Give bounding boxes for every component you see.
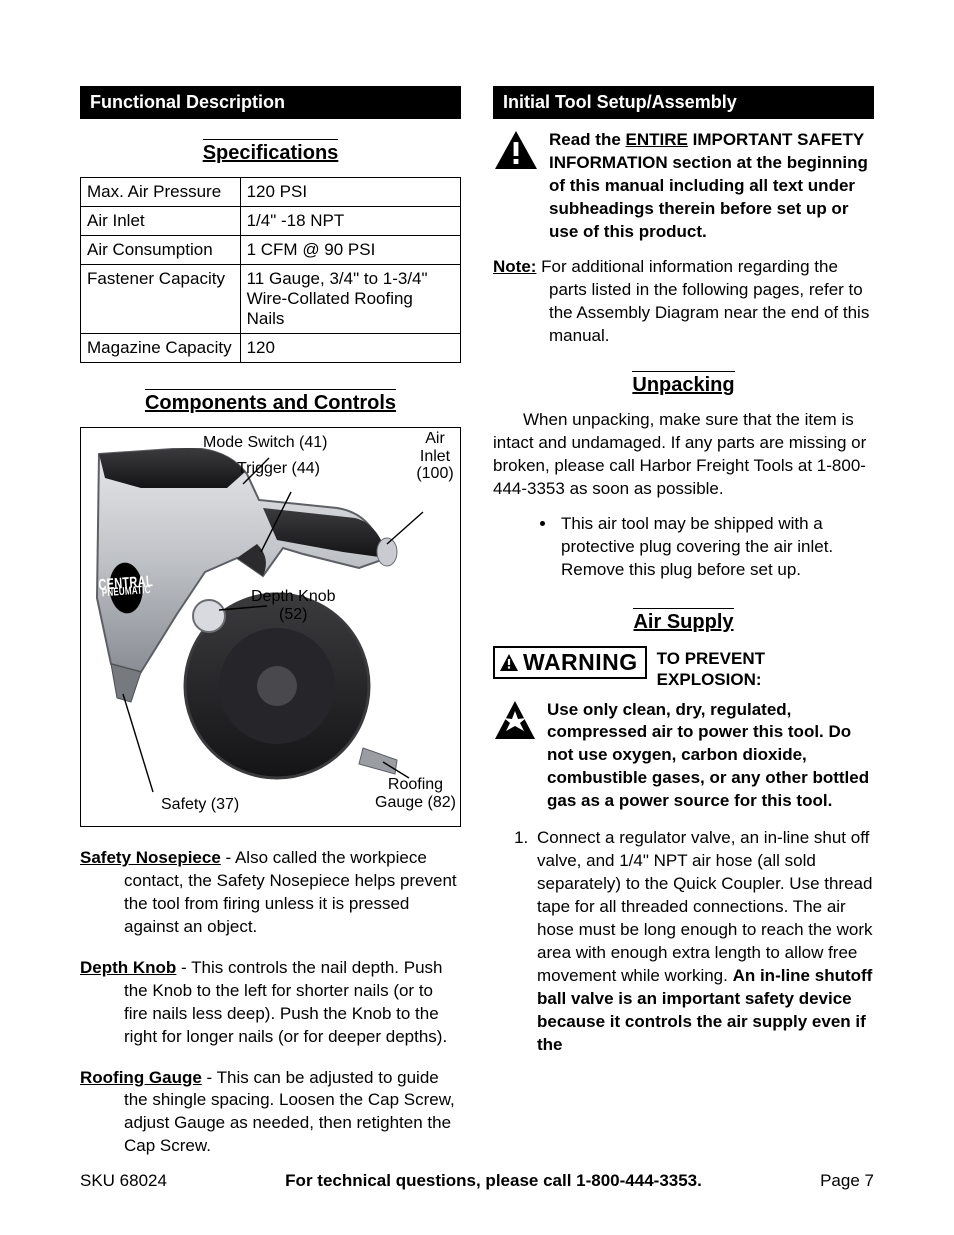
note-body: For additional information regarding the… xyxy=(536,257,869,345)
two-column-layout: Functional Description Specifications Ma… xyxy=(80,86,874,1176)
nailer-silhouette-icon xyxy=(87,448,447,808)
prevent-explosion-text: TO PREVENT EXPLOSION: xyxy=(657,646,874,691)
spec-label: Fastener Capacity xyxy=(81,265,241,334)
spec-label: Air Inlet xyxy=(81,207,241,236)
label-safety: Safety (37) xyxy=(161,796,239,814)
label-depth-knob: Depth Knob (52) xyxy=(251,588,336,623)
label-air-inlet: Air Inlet (100) xyxy=(413,430,457,483)
specifications-heading: Specifications xyxy=(203,139,339,165)
air-supply-heading: Air Supply xyxy=(633,608,733,634)
spec-label: Air Consumption xyxy=(81,236,241,265)
functional-description-bar: Functional Description xyxy=(80,86,461,119)
definition-term: Depth Knob xyxy=(80,958,176,977)
left-column: Functional Description Specifications Ma… xyxy=(80,86,461,1176)
list-item: Connect a regulator valve, an in-line sh… xyxy=(533,827,874,1056)
explosion-warning-row: Use only clean, dry, regulated, compress… xyxy=(493,699,874,814)
label-roofing-gauge: Roofing Gauge (82) xyxy=(375,776,456,811)
footer-page: Page 7 xyxy=(820,1171,874,1191)
table-row: Max. Air Pressure 120 PSI xyxy=(81,178,461,207)
unpacking-paragraph: When unpacking, make sure that the item … xyxy=(493,409,874,501)
spec-value: 11 Gauge, 3/4" to 1-3/4" Wire-Collated R… xyxy=(240,265,460,334)
explosion-warning-text: Use only clean, dry, regulated, compress… xyxy=(547,699,874,814)
specifications-table: Max. Air Pressure 120 PSI Air Inlet 1/4"… xyxy=(80,177,461,363)
spec-value: 120 PSI xyxy=(240,178,460,207)
read-entire-warning: Read the ENTIRE IMPORTANT SAFETY INFORMA… xyxy=(493,129,874,244)
table-row: Air Consumption 1 CFM @ 90 PSI xyxy=(81,236,461,265)
step-body: Connect a regulator valve, an in-line sh… xyxy=(537,828,873,985)
spec-label: Max. Air Pressure xyxy=(81,178,241,207)
right-column: Initial Tool Setup/Assembly Read the ENT… xyxy=(493,86,874,1176)
warning-word: WARNING xyxy=(523,649,638,676)
footer-sku: SKU 68024 xyxy=(80,1171,167,1191)
label-trigger: Trigger (44) xyxy=(237,460,320,478)
footer-phone: For technical questions, please call 1-8… xyxy=(285,1171,702,1191)
label-mode-switch: Mode Switch (41) xyxy=(203,434,328,452)
warning-stamp: WARNING xyxy=(493,646,647,679)
table-row: Air Inlet 1/4" -18 NPT xyxy=(81,207,461,236)
unpacking-bullets: This air tool may be shipped with a prot… xyxy=(493,513,874,582)
setup-assembly-bar: Initial Tool Setup/Assembly xyxy=(493,86,874,119)
warning-stamp-row: WARNING TO PREVENT EXPLOSION: xyxy=(493,646,874,691)
air-supply-steps: Connect a regulator valve, an in-line sh… xyxy=(493,827,874,1056)
table-row: Magazine Capacity 120 xyxy=(81,334,461,363)
table-row: Fastener Capacity 11 Gauge, 3/4" to 1-3/… xyxy=(81,265,461,334)
definition-term: Safety Nosepiece xyxy=(80,848,221,867)
note-block: Note: For additional information regardi… xyxy=(493,256,874,348)
list-item: This air tool may be shipped with a prot… xyxy=(557,513,874,582)
explosion-icon xyxy=(493,699,537,743)
definition-depth-knob: Depth Knob - This controls the nail dept… xyxy=(80,957,461,1049)
definition-term: Roofing Gauge xyxy=(80,1068,202,1087)
definition-roofing-gauge: Roofing Gauge - This can be adjusted to … xyxy=(80,1067,461,1159)
note-label: Note: xyxy=(493,257,536,276)
definition-safety-nosepiece: Safety Nosepiece - Also called the workp… xyxy=(80,847,461,939)
components-diagram: CENTRAL PNEUMATIC Mode Switch (41) Trigg… xyxy=(80,427,461,827)
spec-value: 1/4" -18 NPT xyxy=(240,207,460,236)
warning-triangle-icon xyxy=(493,129,539,171)
spec-value: 120 xyxy=(240,334,460,363)
components-heading: Components and Controls xyxy=(145,389,396,415)
spec-value: 1 CFM @ 90 PSI xyxy=(240,236,460,265)
warning-triangle-small-icon xyxy=(499,653,519,673)
spec-label: Magazine Capacity xyxy=(81,334,241,363)
unpacking-heading: Unpacking xyxy=(632,371,734,397)
read-entire-text: Read the ENTIRE IMPORTANT SAFETY INFORMA… xyxy=(549,129,874,244)
page-footer: SKU 68024 For technical questions, pleas… xyxy=(80,1171,874,1191)
